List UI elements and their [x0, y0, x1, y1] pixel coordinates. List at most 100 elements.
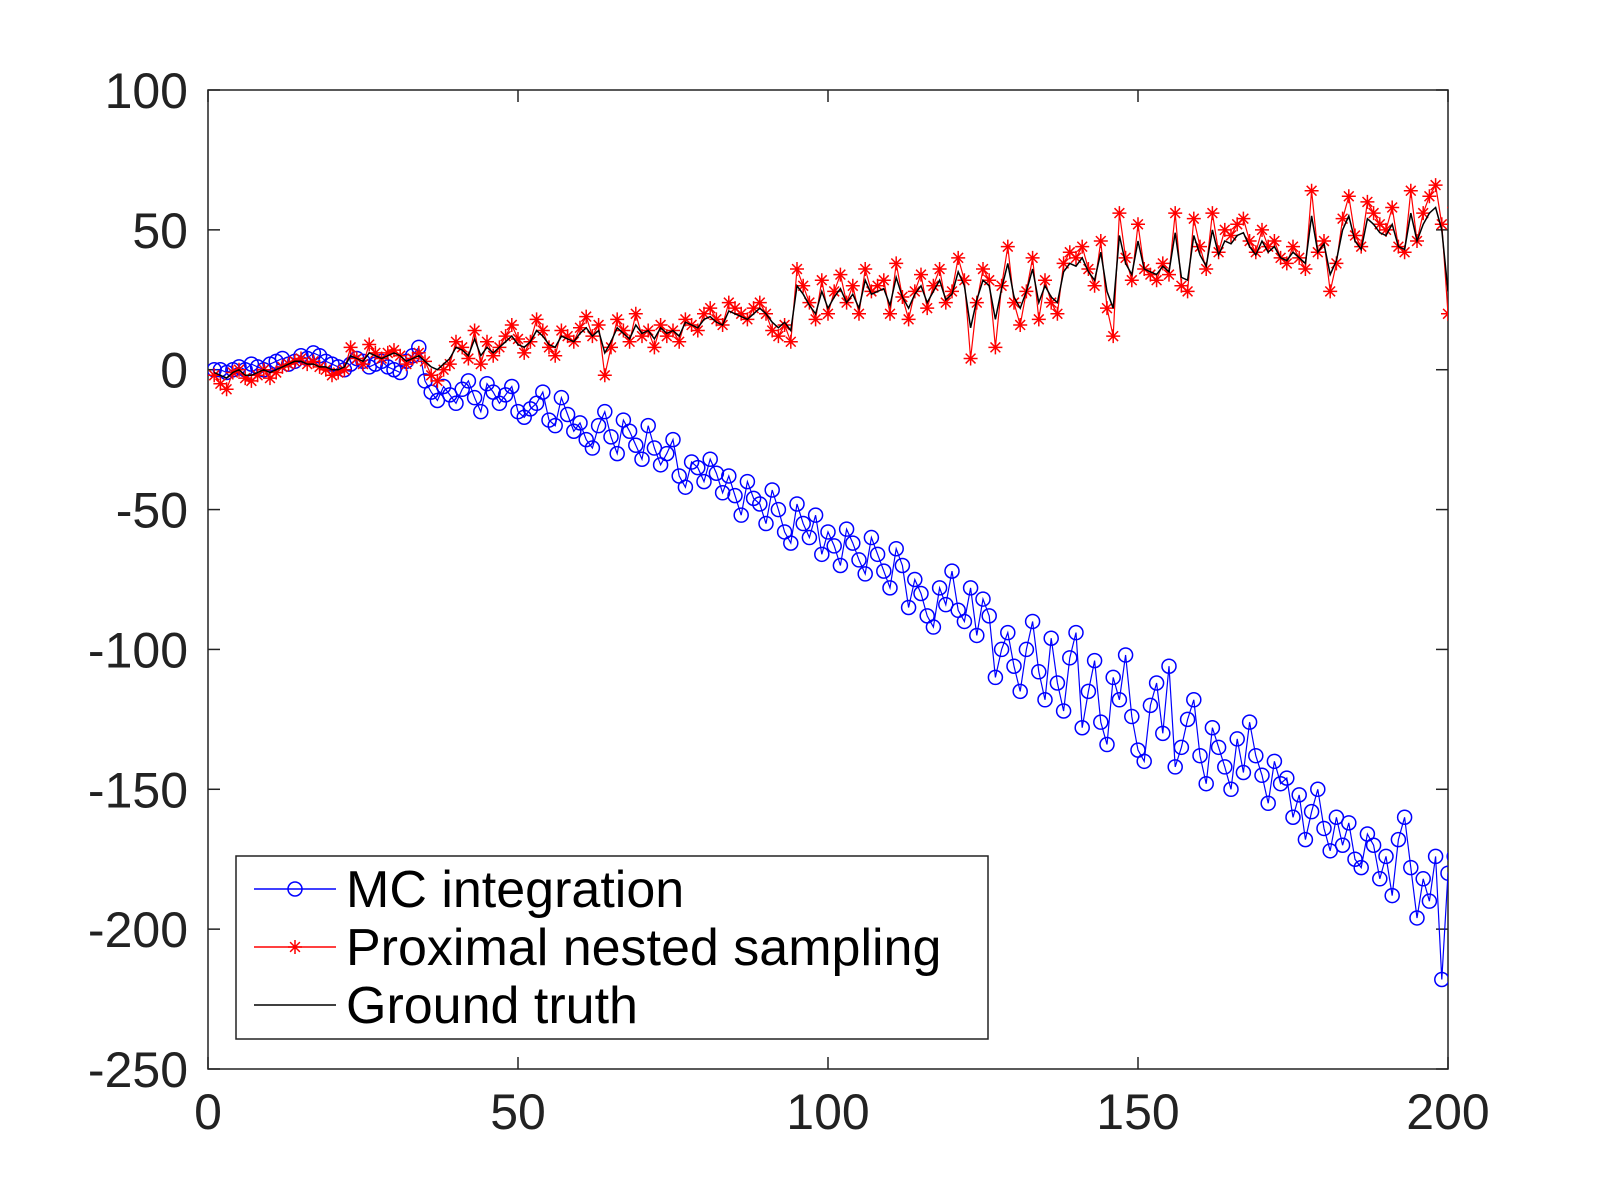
- data-point: [635, 329, 649, 344]
- data-point: [1012, 683, 1028, 700]
- data-point: [1416, 206, 1431, 221]
- data-point: [640, 417, 656, 434]
- data-point: [448, 395, 464, 412]
- data-point: [646, 440, 663, 456]
- data-point: [1136, 753, 1152, 770]
- data-point: [1303, 803, 1320, 820]
- data-point: [827, 284, 842, 299]
- data-point: [1304, 183, 1319, 198]
- data-point: [1173, 739, 1190, 756]
- data-point: [1007, 295, 1021, 310]
- data-point: [1155, 256, 1170, 271]
- axis-ticks: 0 50 100 150 200 100 50 0 -50 -100 -150 -200 -250: [88, 63, 1490, 1140]
- data-point: [603, 429, 619, 445]
- data-point: [1174, 278, 1189, 293]
- data-point: [1168, 206, 1183, 221]
- data-point: [1310, 781, 1326, 798]
- data-point: [1050, 306, 1065, 321]
- data-point: [1378, 848, 1394, 865]
- data-point: [542, 340, 556, 355]
- data-point: [368, 345, 383, 360]
- data-point: [869, 546, 886, 563]
- data-point: [1365, 837, 1382, 853]
- data-point: [1080, 683, 1097, 700]
- series-line: [213, 206, 1448, 379]
- data-point: [1074, 719, 1090, 736]
- data-point: [554, 323, 569, 338]
- data-point: [907, 571, 923, 588]
- data-point: [1179, 711, 1196, 728]
- data-point: [863, 529, 880, 546]
- data-point: [1143, 267, 1158, 282]
- data-point: [511, 331, 525, 346]
- data-point: [1323, 284, 1338, 299]
- data-point: [888, 540, 904, 557]
- data-point: [1205, 206, 1220, 221]
- data-point: [833, 267, 848, 282]
- data-point: [1162, 267, 1176, 282]
- legend-label: MC integration: [346, 861, 684, 919]
- data-point: [988, 340, 1003, 355]
- data-point: [584, 440, 601, 456]
- data-point: [1229, 731, 1245, 747]
- data-point: [826, 538, 842, 554]
- data-point: [1100, 301, 1114, 316]
- data-point: [790, 262, 804, 277]
- data-point: [1428, 178, 1443, 193]
- data-point: [1261, 239, 1276, 254]
- data-point: [622, 334, 637, 349]
- data-point: [1266, 753, 1283, 770]
- data-point: [1055, 703, 1072, 719]
- data-point: [213, 376, 228, 391]
- data-point: [814, 546, 830, 563]
- data-point: [529, 312, 544, 327]
- data-point: [926, 278, 941, 293]
- data-point: [1372, 217, 1387, 232]
- series-layer: [208, 178, 1448, 988]
- data-point: [553, 389, 570, 406]
- legend-label: Ground truth: [346, 977, 638, 1035]
- data-point: [1329, 256, 1344, 271]
- data-point: [1248, 245, 1263, 260]
- data-point: [702, 451, 718, 467]
- data-point: [1124, 708, 1140, 725]
- data-point: [579, 309, 594, 324]
- y-tick-label: -100: [88, 622, 188, 678]
- data-point: [1148, 675, 1165, 691]
- data-point: [1069, 250, 1083, 265]
- data-point: [387, 343, 401, 358]
- data-point: [219, 382, 234, 397]
- data-point: [845, 278, 860, 293]
- data-point: [659, 329, 674, 344]
- data-point: [1334, 837, 1351, 853]
- data-point: [1422, 189, 1437, 204]
- data-point: [1322, 843, 1338, 859]
- data-point: [734, 306, 749, 321]
- data-point: [894, 557, 911, 574]
- data-point: [876, 563, 892, 579]
- data-point: [1105, 669, 1121, 686]
- data-point: [621, 423, 638, 440]
- data-point: [796, 278, 811, 293]
- data-point: [957, 273, 972, 288]
- data-point: [473, 357, 488, 372]
- data-point: [1013, 317, 1028, 332]
- series-0: [208, 339, 1448, 988]
- data-point: [951, 250, 966, 265]
- data-point: [461, 351, 476, 366]
- data-point: [752, 496, 768, 512]
- data-point: [777, 317, 792, 332]
- data-point: [647, 340, 662, 355]
- data-point: [703, 301, 718, 316]
- data-point: [1434, 217, 1448, 232]
- data-point: [672, 334, 687, 349]
- data-point: [653, 317, 668, 332]
- data-point: [728, 301, 742, 316]
- data-point: [1434, 971, 1448, 988]
- data-point: [1043, 630, 1059, 646]
- data-point: [466, 389, 483, 406]
- data-point: [548, 348, 563, 363]
- data-point: [1341, 815, 1357, 831]
- data-point: [1298, 262, 1313, 277]
- data-point: [604, 340, 618, 355]
